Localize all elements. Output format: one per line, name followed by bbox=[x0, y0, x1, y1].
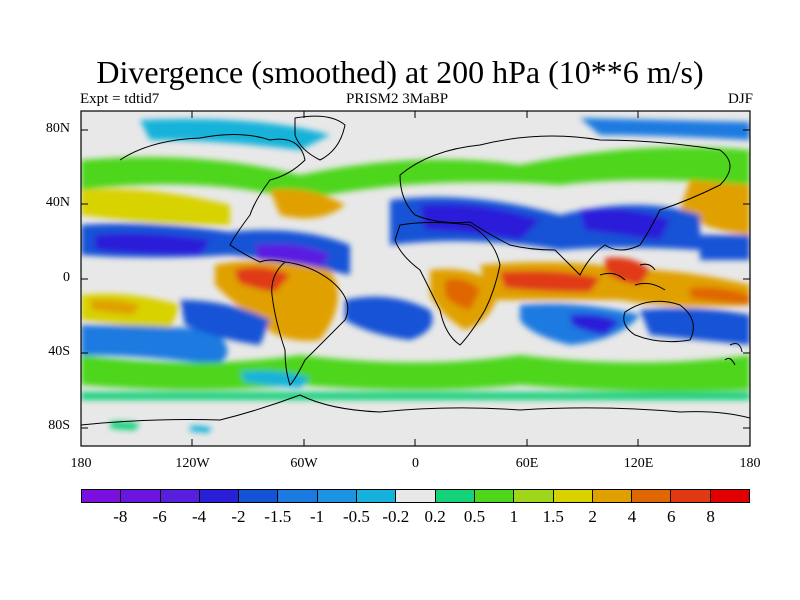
lon-tick-label: 60E bbox=[515, 456, 539, 471]
colorbar-swatch bbox=[199, 490, 240, 502]
lat-tick-label: 40N bbox=[45, 195, 70, 211]
colorbar-swatch bbox=[474, 490, 515, 502]
lon-tick-label: 120W bbox=[175, 456, 210, 471]
colorbar-swatch bbox=[671, 490, 711, 502]
colorbar-label: -8 bbox=[113, 507, 128, 526]
axis-ticks bbox=[81, 111, 750, 446]
lat-tick-label: 40S bbox=[48, 343, 70, 359]
colorbar-label: 6 bbox=[667, 507, 676, 526]
coastlines bbox=[81, 115, 750, 426]
colorbar-swatch bbox=[82, 490, 122, 502]
model-label: PRISM2 3MaBP bbox=[346, 91, 449, 107]
colorbar-swatch bbox=[160, 490, 200, 502]
colorbar-swatch bbox=[278, 490, 318, 502]
colorbar-label: 0.2 bbox=[424, 507, 446, 526]
colorbar bbox=[81, 489, 750, 503]
colorbar-label: -0.2 bbox=[382, 507, 410, 526]
lon-tick-label: 120E bbox=[623, 456, 654, 471]
colorbar-label: -2 bbox=[231, 507, 246, 526]
colorbar-swatch bbox=[592, 490, 633, 502]
colorbar-swatch bbox=[632, 490, 672, 502]
lat-tick-label: 80S bbox=[48, 418, 70, 434]
season-label: DJF bbox=[727, 91, 753, 107]
lon-tick-label: 60W bbox=[290, 456, 318, 471]
colorbar-label: 8 bbox=[706, 507, 715, 526]
colorbar-label: 1 bbox=[509, 507, 519, 526]
lon-tick-label: 180 bbox=[739, 456, 761, 471]
colorbar-swatch bbox=[357, 490, 397, 502]
colorbar-swatch bbox=[121, 490, 161, 502]
colorbar-swatch bbox=[396, 490, 436, 502]
colorbar-label: 0.5 bbox=[463, 507, 486, 526]
colorbar-swatch bbox=[553, 490, 593, 502]
colorbar-label: -1 bbox=[310, 507, 325, 526]
colorbar-label: 2 bbox=[588, 507, 597, 526]
colorbar-swatch bbox=[317, 490, 358, 502]
experiment-label: Expt = tdtid7 bbox=[80, 91, 160, 107]
colorbar-label: -1.5 bbox=[264, 507, 292, 526]
colorbar-label: 4 bbox=[627, 507, 637, 526]
colorbar-swatch bbox=[710, 490, 750, 502]
divergence-field bbox=[81, 111, 750, 446]
lat-tick-label: 0 bbox=[63, 269, 70, 285]
colorbar-label: -0.5 bbox=[343, 507, 370, 526]
colorbar-label: 1.5 bbox=[542, 507, 564, 526]
colorbar-label: -6 bbox=[152, 507, 167, 526]
colorbar-swatch bbox=[514, 490, 554, 502]
colorbar-swatch bbox=[239, 490, 279, 502]
colorbar-swatch bbox=[435, 490, 475, 502]
lon-tick-label: 180 bbox=[70, 456, 92, 471]
page-title: Divergence (smoothed) at 200 hPa (10**6 … bbox=[96, 54, 704, 90]
colorbar-label: -4 bbox=[191, 507, 207, 526]
lat-tick-label: 80N bbox=[45, 120, 70, 136]
lon-tick-label: 0 bbox=[412, 456, 419, 471]
